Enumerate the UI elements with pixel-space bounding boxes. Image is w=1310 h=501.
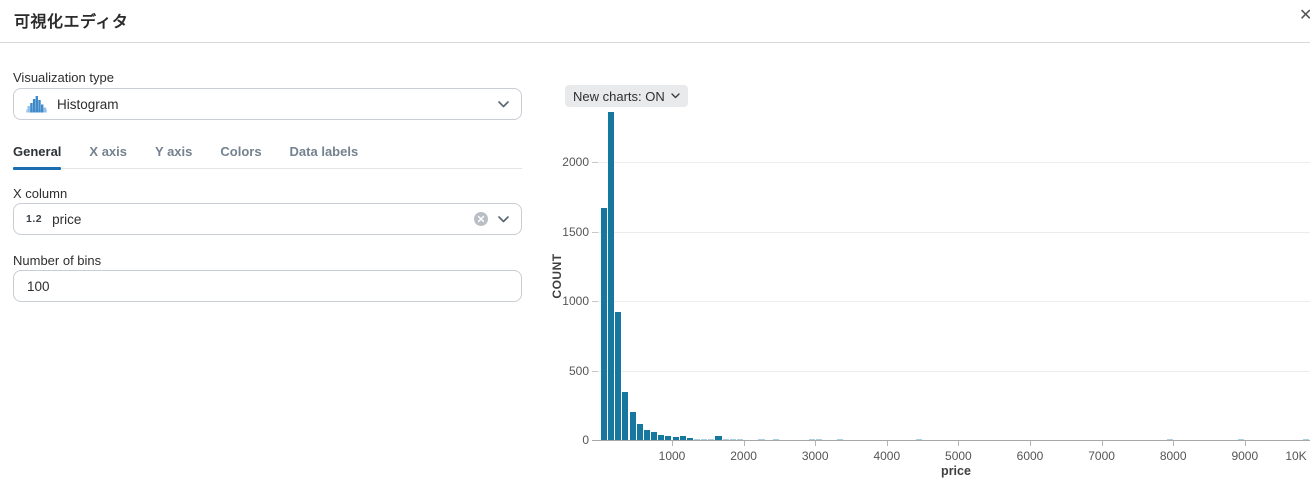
histogram-bar [672, 436, 679, 440]
y-axis-title: COUNT [550, 253, 564, 299]
histogram-bar [679, 436, 686, 440]
x-tick-mark [1030, 441, 1031, 446]
y-tick-label: 2000 [562, 155, 589, 169]
y-gridline [592, 231, 1310, 233]
histogram-bar [701, 439, 708, 440]
histogram-bar [636, 424, 643, 440]
histogram-bar [915, 439, 923, 440]
histogram-bar [629, 412, 636, 440]
x-column-label: X column [13, 186, 68, 201]
y-gridline [592, 370, 1310, 372]
y-gridline [592, 162, 1310, 163]
histogram-bar [658, 434, 665, 440]
tab-x-axis[interactable]: X axis [89, 144, 128, 159]
clear-icon[interactable] [474, 212, 488, 226]
x-tick-label: 10K [1285, 449, 1307, 463]
x-tick-mark [1244, 441, 1246, 446]
histogram-bar [808, 439, 815, 440]
histogram-bar [1238, 439, 1245, 440]
histogram-bar [1166, 439, 1173, 440]
histogram-bar [600, 207, 607, 440]
histogram-bar [708, 439, 715, 440]
tab-colors[interactable]: Colors [220, 144, 262, 159]
histogram-bar [736, 439, 744, 440]
histogram-bar [758, 439, 765, 440]
y-tick-label: 1500 [562, 224, 589, 239]
histogram-bar [651, 432, 658, 440]
histogram-bar [729, 439, 736, 440]
close-icon[interactable]: ✕ [1299, 7, 1310, 24]
x-tick-label: 5000 [945, 449, 972, 463]
x-tick-label: 7000 [1088, 449, 1115, 463]
x-column-value: price [52, 211, 82, 227]
x-tick-label: 3000 [801, 449, 829, 463]
histogram-icon [26, 95, 47, 113]
histogram-bar [615, 312, 622, 440]
tab-y-axis[interactable]: Y axis [155, 144, 193, 159]
chevron-down-icon [498, 215, 509, 223]
panel-header: 可視化エディタ ✕ [0, 0, 1310, 43]
x-axis-title: price [941, 464, 971, 478]
x-tick-mark [1173, 441, 1175, 446]
y-tick-label: 1000 [562, 294, 589, 308]
x-axis-line [592, 440, 1310, 441]
y-tick-mark [592, 231, 598, 233]
histogram-bar [1302, 439, 1309, 440]
x-tick-label: 8000 [1159, 449, 1187, 463]
x-tick-label: 9000 [1231, 449, 1259, 463]
histogram-bar [772, 439, 779, 440]
number-type-icon: 1.2 [26, 213, 43, 225]
histogram-bar [686, 438, 693, 440]
x-tick-mark [958, 441, 960, 446]
histogram-bar [715, 436, 722, 440]
visualization-type-value: Histogram [57, 96, 119, 112]
tab-data-labels[interactable]: Data labels [289, 144, 359, 159]
x-column-select[interactable]: 1.2 price [13, 203, 522, 235]
x-tick-label: 6000 [1016, 449, 1044, 463]
y-gridline [592, 301, 1310, 302]
y-tick-mark [592, 301, 598, 302]
x-tick-label: 1000 [658, 449, 686, 463]
new-charts-toggle-label: New charts: ON [573, 88, 665, 104]
y-tick-label: 500 [568, 363, 589, 378]
histogram-bar [837, 439, 844, 440]
histogram-bar [693, 438, 701, 440]
histogram-bar [622, 392, 629, 440]
number-of-bins-input[interactable] [13, 270, 522, 302]
y-tick-mark [592, 162, 598, 163]
y-tick-mark [592, 370, 598, 372]
chevron-down-icon [498, 100, 509, 108]
x-tick-mark [886, 441, 888, 446]
y-tick-label: 0 [582, 433, 589, 447]
x-tick-mark [743, 441, 745, 446]
new-charts-toggle[interactable]: New charts: ON [565, 85, 688, 107]
x-tick-mark [1101, 441, 1103, 446]
settings-tabs: General X axis Y axis Colors Data labels [13, 144, 522, 170]
histogram-bar [665, 435, 672, 440]
page-title: 可視化エディタ [14, 14, 129, 31]
tab-general[interactable]: General [13, 144, 62, 170]
chevron-down-icon [671, 93, 680, 99]
x-tick-mark [672, 441, 673, 446]
x-tick-label: 2000 [730, 449, 757, 463]
visualization-type-label: Visualization type [13, 70, 114, 85]
x-tick-mark [815, 441, 817, 446]
histogram-bar [608, 111, 615, 440]
histogram-bar [722, 438, 729, 440]
histogram-bar [815, 439, 822, 440]
x-tick-label: 4000 [873, 449, 901, 463]
number-of-bins-label: Number of bins [13, 253, 102, 268]
histogram-bar [643, 429, 650, 440]
visualization-type-select[interactable]: Histogram [13, 88, 522, 120]
